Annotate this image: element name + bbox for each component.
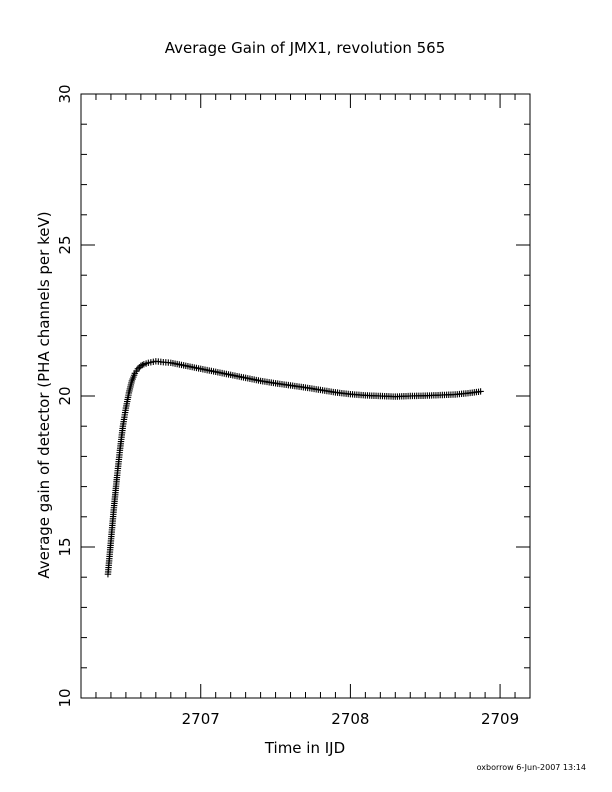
data-point (139, 361, 146, 369)
y-tick-label: 20 (56, 386, 74, 405)
x-tick-label: 2709 (481, 710, 519, 728)
data-markers (104, 358, 484, 578)
chart-title: Average Gain of JMX1, revolution 565 (165, 39, 446, 57)
x-tick-label: 2708 (331, 710, 369, 728)
axis-ticks (80, 93, 531, 699)
plot-frame (80, 93, 531, 699)
data-point (134, 365, 142, 373)
y-tick-label: 30 (56, 84, 74, 103)
data-point (137, 362, 145, 369)
y-tick-label: 25 (56, 235, 74, 254)
tick-labels: 2707 2708 2709 10 15 20 25 30 (56, 84, 519, 728)
y-tick-label: 10 (56, 688, 74, 707)
y-axis-label: Average gain of detector (PHA channels p… (35, 211, 53, 578)
x-tick-label: 2707 (182, 710, 220, 728)
data-point (477, 388, 484, 395)
y-tick-label: 15 (56, 537, 74, 556)
footer-stamp: oxborrow 6-Jun-2007 13:14 (477, 763, 586, 772)
x-axis-label: Time in IJD (264, 739, 345, 757)
